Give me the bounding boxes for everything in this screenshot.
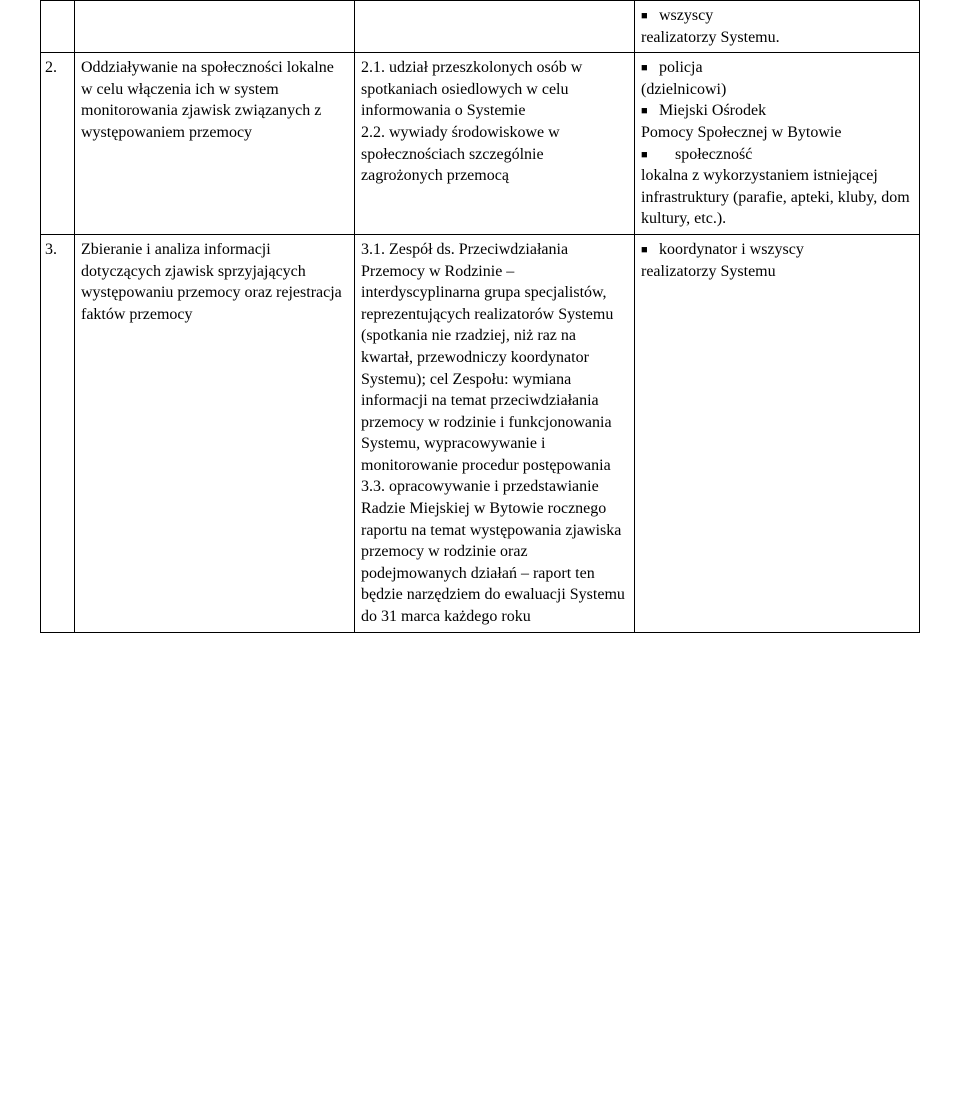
bullet-item: wszyscy	[641, 5, 913, 27]
cell-num	[41, 1, 75, 53]
cell-left: Zbieranie i analiza informacji dotyczący…	[75, 234, 355, 632]
bullet-list: policja	[641, 57, 913, 79]
bullet-list: koordynator i wszyscy	[641, 239, 913, 261]
bullet-continuation: lokalna z wykorzystaniem istniejącej inf…	[641, 165, 913, 230]
table-row: 2. Oddziaływanie na społeczności lokalne…	[41, 53, 920, 235]
cell-right: wszyscy realizatorzy Systemu.	[635, 1, 920, 53]
cell-left	[75, 1, 355, 53]
cell-left: Oddziaływanie na społeczności lokalne w …	[75, 53, 355, 235]
cell-mid: 2.1. udział przeszkolonych osób w spotka…	[355, 53, 635, 235]
bullet-list: wszyscy	[641, 5, 913, 27]
table-row: 3. Zbieranie i analiza informacji dotycz…	[41, 234, 920, 632]
cell-num: 3.	[41, 234, 75, 632]
bullet-list: społeczność	[641, 144, 913, 166]
cell-mid: 3.1. Zespół ds. Przeciwdziałania Przemoc…	[355, 234, 635, 632]
cell-right: koordynator i wszyscy realizatorzy Syste…	[635, 234, 920, 632]
bullet-list: Miejski Ośrodek	[641, 100, 913, 122]
document-table: wszyscy realizatorzy Systemu. 2. Oddział…	[40, 0, 920, 633]
bullet-item: policja	[641, 57, 913, 79]
bullet-continuation: realizatorzy Systemu.	[641, 27, 913, 49]
cell-num: 2.	[41, 53, 75, 235]
cell-right: policja (dzielnicowi) Miejski Ośrodek Po…	[635, 53, 920, 235]
bullet-continuation: (dzielnicowi)	[641, 79, 913, 101]
cell-mid	[355, 1, 635, 53]
bullet-item: koordynator i wszyscy	[641, 239, 913, 261]
bullet-item: społeczność	[641, 144, 913, 166]
page: wszyscy realizatorzy Systemu. 2. Oddział…	[0, 0, 960, 1105]
bullet-item: Miejski Ośrodek	[641, 100, 913, 122]
bullet-continuation: Pomocy Społecznej w Bytowie	[641, 122, 913, 144]
table-row: wszyscy realizatorzy Systemu.	[41, 1, 920, 53]
bullet-continuation: realizatorzy Systemu	[641, 261, 913, 283]
